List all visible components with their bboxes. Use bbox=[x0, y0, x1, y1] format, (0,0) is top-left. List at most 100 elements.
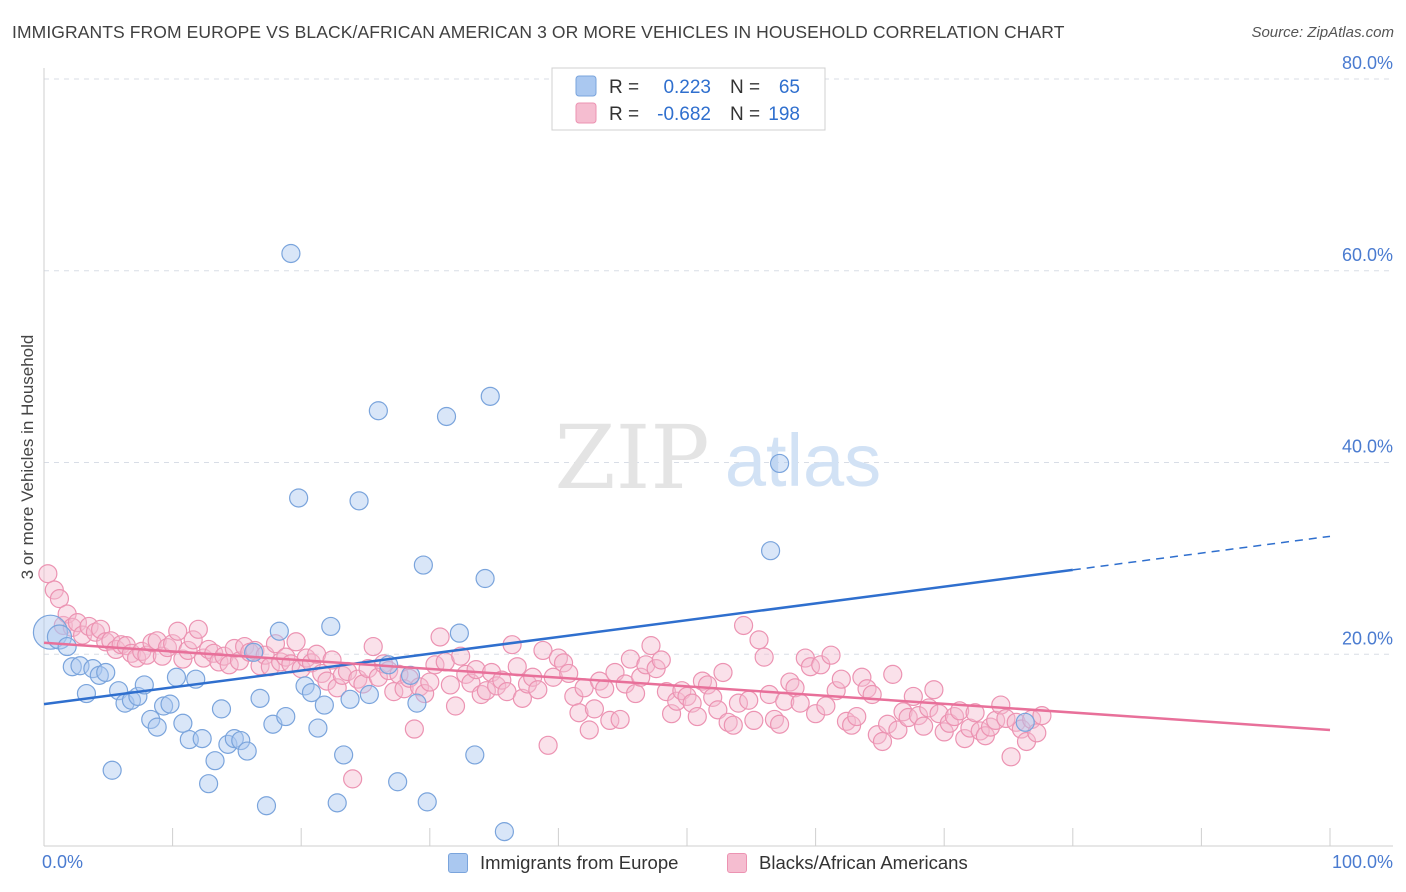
pink-point bbox=[816, 696, 836, 716]
pink-point bbox=[168, 621, 188, 641]
y-axis-label: 3 or more Vehicles in Household bbox=[18, 335, 37, 580]
bottom-legend: Immigrants from Europe Blacks/African Am… bbox=[0, 850, 1406, 880]
blue-point bbox=[289, 488, 309, 508]
pink-point bbox=[343, 769, 363, 789]
blue-point bbox=[368, 401, 388, 421]
blue-point bbox=[1015, 712, 1035, 732]
blue-point bbox=[436, 406, 457, 427]
pink-point bbox=[363, 636, 383, 657]
blue-point bbox=[199, 774, 219, 794]
blue-point bbox=[449, 623, 469, 643]
chart-title: IMMIGRANTS FROM EUROPE VS BLACK/AFRICAN … bbox=[12, 22, 1065, 42]
blue-point bbox=[211, 699, 232, 719]
blue-point bbox=[102, 760, 122, 780]
bottom-legend-pink-swatch bbox=[727, 853, 747, 873]
pink-point bbox=[466, 659, 486, 680]
pink-point bbox=[286, 632, 306, 652]
pink-point bbox=[49, 589, 70, 609]
blue-trend-extension bbox=[1072, 535, 1331, 571]
pink-point bbox=[713, 662, 733, 683]
pink-point bbox=[595, 679, 615, 699]
legend-box bbox=[551, 67, 826, 131]
legend-blue-swatch bbox=[575, 75, 597, 97]
legend-blue-n-label: N = bbox=[730, 77, 760, 98]
pink-point bbox=[327, 678, 347, 698]
blue-point bbox=[205, 751, 225, 771]
pink-point bbox=[610, 709, 630, 730]
blue-point bbox=[192, 729, 212, 749]
blue-point bbox=[314, 695, 334, 715]
legend-pink-swatch bbox=[575, 102, 597, 124]
pink-point bbox=[811, 655, 831, 675]
blue-point bbox=[465, 745, 485, 765]
blue-point bbox=[96, 662, 116, 683]
pink-point bbox=[569, 703, 589, 723]
legend-blue-r-label: R = bbox=[609, 77, 639, 98]
legend-pink-r-label: R = bbox=[609, 104, 639, 125]
pink-point bbox=[852, 667, 872, 687]
pink-point bbox=[625, 683, 646, 704]
blue-point bbox=[413, 555, 433, 575]
pink-point bbox=[692, 671, 713, 691]
pink-point bbox=[445, 696, 466, 716]
pink-point bbox=[780, 672, 800, 692]
pink-point bbox=[733, 615, 754, 636]
pink-point bbox=[723, 715, 743, 735]
pink-point bbox=[440, 675, 460, 695]
pink-point bbox=[661, 704, 682, 724]
blue-point bbox=[269, 621, 289, 641]
legend-pink-n-label: N = bbox=[730, 104, 760, 125]
blue-point bbox=[256, 796, 277, 816]
blue-point bbox=[400, 665, 421, 685]
pink-point bbox=[847, 706, 867, 727]
blue-trend-line bbox=[43, 568, 1073, 706]
pink-point bbox=[914, 716, 934, 736]
pink-point bbox=[528, 680, 548, 700]
blue-point bbox=[276, 706, 296, 727]
pink-point bbox=[872, 731, 893, 752]
x-tick-label-max: 100.0% bbox=[1331, 852, 1393, 872]
pink-point bbox=[836, 711, 857, 731]
blue-point bbox=[231, 730, 251, 751]
pink-point bbox=[718, 712, 738, 732]
legend-pink-n-value: 198 bbox=[768, 104, 800, 125]
blue-point bbox=[237, 741, 257, 761]
pink-point bbox=[183, 630, 203, 650]
pink-point bbox=[476, 681, 496, 701]
pink-point bbox=[965, 703, 985, 723]
pink-point bbox=[492, 670, 512, 690]
blue-point bbox=[147, 717, 167, 737]
blue-point bbox=[281, 243, 301, 264]
pink-point bbox=[924, 680, 944, 700]
pink-point bbox=[85, 622, 106, 642]
blue-point bbox=[480, 386, 500, 406]
pink-point bbox=[404, 719, 424, 739]
pink-point bbox=[415, 683, 435, 704]
y-tick-label: 20.0% bbox=[1342, 628, 1393, 648]
axes: 20.0% 40.0% 60.0% 80.0% bbox=[43, 53, 1393, 847]
pink-point bbox=[38, 564, 58, 584]
pink-point bbox=[883, 664, 903, 684]
pink-point bbox=[749, 630, 769, 650]
blue-point bbox=[494, 822, 514, 842]
pink-point bbox=[697, 675, 718, 695]
correlation-legend: R = 0.223 N = 65 R = -0.682 N = 198 bbox=[551, 67, 826, 131]
grid-lines bbox=[44, 78, 1393, 655]
trend-lines bbox=[43, 535, 1331, 732]
blue-point bbox=[760, 541, 781, 561]
blue-point bbox=[57, 636, 77, 657]
watermark-atlas: atlas bbox=[725, 419, 881, 502]
pink-point bbox=[178, 640, 198, 661]
pink-point bbox=[487, 676, 507, 696]
pink-point bbox=[878, 714, 898, 734]
bottom-legend-blue-label: Immigrants from Europe bbox=[480, 852, 679, 873]
pink-point bbox=[420, 672, 440, 692]
legend-blue-n-value: 65 bbox=[779, 77, 800, 98]
blue-point bbox=[308, 718, 328, 738]
watermark-zip: ZIP bbox=[554, 406, 709, 509]
pink-point bbox=[579, 720, 599, 740]
pink-point bbox=[790, 693, 810, 713]
blue-point bbox=[407, 693, 427, 713]
blue-point bbox=[62, 657, 82, 677]
